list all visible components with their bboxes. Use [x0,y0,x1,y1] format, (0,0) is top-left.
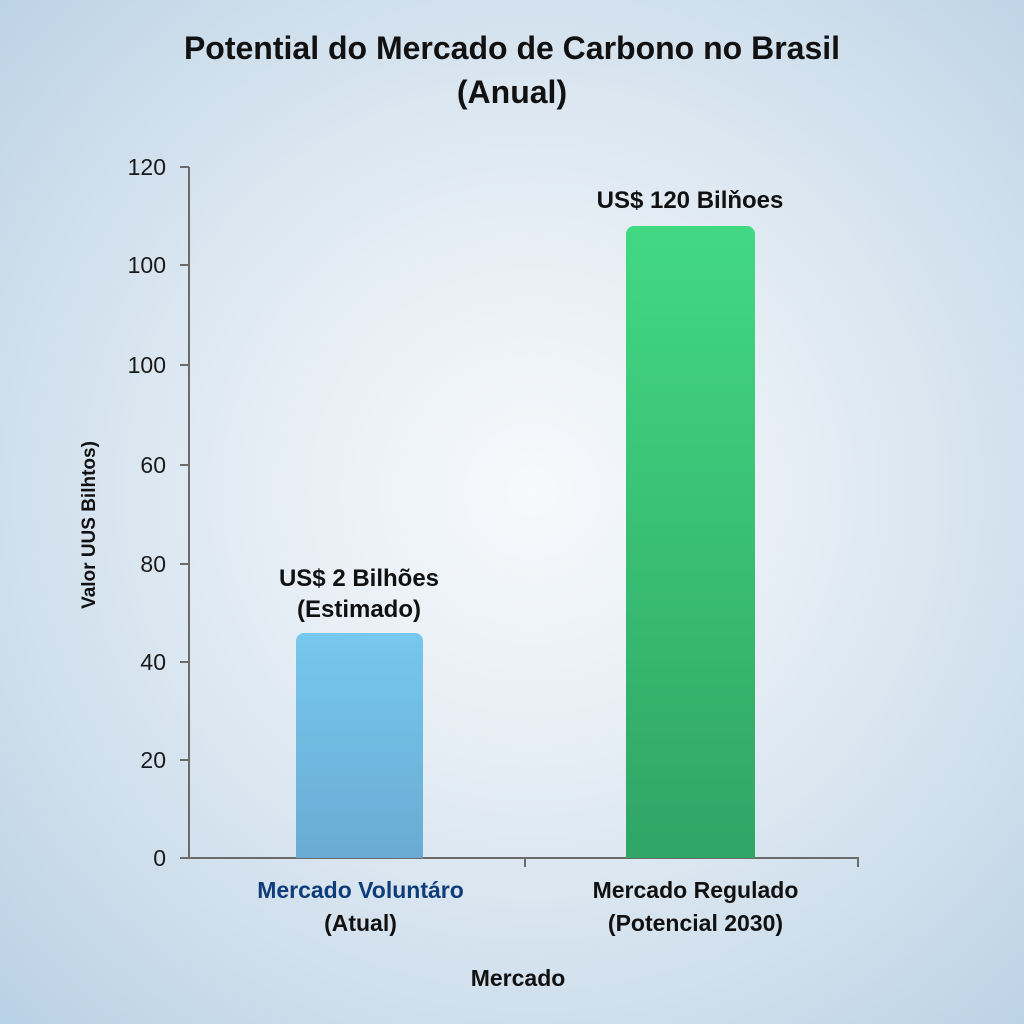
y-tick-label: 120 [127,154,166,180]
chart-title-line2: (Anual) [456,74,568,110]
bar-mercado-voluntario [296,633,423,858]
y-tick [180,759,189,761]
category-label-voluntario: Mercado Voluntáro (Atual) [218,874,503,940]
y-tick [180,166,189,168]
y-tick-label: 0 [153,845,166,871]
chart-title-line1: Potential do Mercado de Carbono no Brasi… [183,30,841,66]
y-tick [180,264,189,266]
y-tick-label: 80 [140,551,166,577]
bar-label-voluntario: US$ 2 Bilhões (Estimado) [259,563,459,625]
y-tick [180,464,189,466]
category-regulado-line1: Mercado Regulado [592,877,799,903]
y-tick [180,661,189,663]
x-axis-line [182,857,858,859]
x-tick [857,857,859,867]
category-regulado-line2: (Potencial 2030) [607,910,784,936]
bar-label-voluntario-line1: US$ 2 Bilhões [278,565,440,592]
category-label-regulado: Mercado Regulado (Potencial 2030) [553,874,838,940]
y-tick [180,364,189,366]
y-tick [180,857,189,859]
y-axis-line [188,167,190,859]
bar-mercado-regulado [626,226,755,858]
y-tick-label: 100 [127,352,166,378]
y-tick-label: 100 [127,252,166,278]
x-tick [524,857,526,867]
chart-title: Potential do Mercado de Carbono no Brasi… [0,26,1024,114]
y-tick-label: 40 [140,649,166,675]
bar-label-voluntario-line2: (Estimado) [296,596,421,623]
y-tick-label: 20 [140,747,166,773]
bar-label-regulado-line1: US$ 120 Bilňoes [596,187,784,214]
y-tick-label: 60 [140,452,166,478]
bar-label-regulado: US$ 120 Bilňoes [560,185,820,216]
category-voluntario-line2: (Atual) [324,910,397,936]
category-voluntario-line1: Mercado Voluntáro [257,877,464,903]
y-tick [180,563,189,565]
x-axis-title: Mercado [470,965,566,991]
